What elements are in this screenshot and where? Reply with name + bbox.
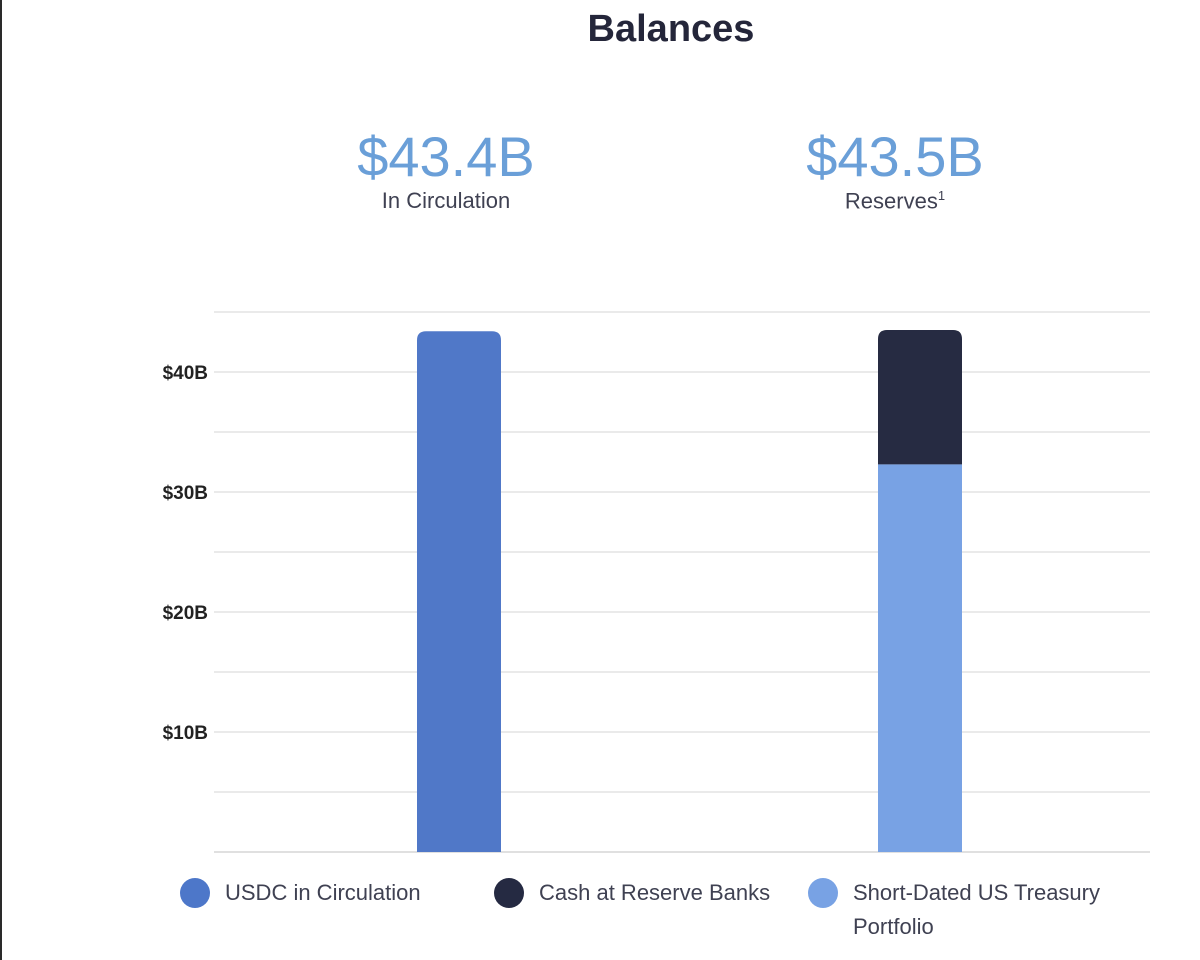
stat-label: In Circulation xyxy=(286,188,606,214)
bar-segment xyxy=(878,330,962,465)
bar-segment xyxy=(417,331,501,852)
stat-label: Reserves1 xyxy=(735,188,1055,214)
stat-in-circulation: $43.4B In Circulation xyxy=(286,122,606,214)
footnote-marker: 1 xyxy=(937,188,946,203)
legend-label: Cash at Reserve Banks xyxy=(539,880,771,905)
y-tick-label: $20B xyxy=(163,603,208,624)
y-tick-label: $10B xyxy=(163,723,208,744)
legend-item-treasury: Short-Dated US Treasury Portfolio xyxy=(808,878,1143,944)
legend-swatch xyxy=(180,878,210,908)
y-tick-label: $30B xyxy=(163,483,208,504)
legend-item-usdc: USDC in Circulation xyxy=(180,878,421,910)
stat-value: $43.4B xyxy=(357,125,535,188)
y-tick-label: $40B xyxy=(163,363,208,384)
left-border xyxy=(0,0,2,960)
legend-swatch xyxy=(494,878,524,908)
bar-segment xyxy=(878,464,962,852)
legend-label: Short-Dated US Treasury Portfolio xyxy=(853,880,1100,939)
stat-value: $43.5B xyxy=(806,125,984,188)
stat-label-text: Reserves xyxy=(844,188,938,214)
legend-swatch xyxy=(808,878,838,908)
chart-title: Balances xyxy=(587,8,755,50)
stat-reserves: $43.5B Reserves1 xyxy=(735,122,1055,214)
legend-label: USDC in Circulation xyxy=(225,880,421,905)
legend-item-cash: Cash at Reserve Banks xyxy=(494,878,770,910)
stat-label-text: In Circulation xyxy=(381,188,511,213)
legend: USDC in Circulation Cash at Reserve Bank… xyxy=(0,878,1200,958)
